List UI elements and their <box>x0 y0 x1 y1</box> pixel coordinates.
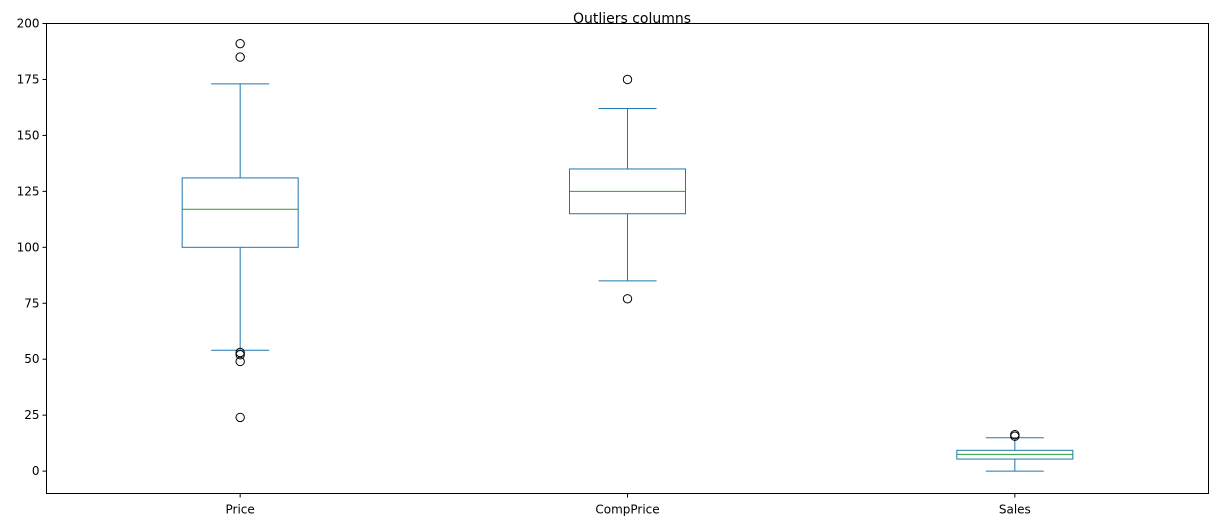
x-tick-label: Price <box>226 503 255 517</box>
iqr-box <box>181 177 299 248</box>
outlier-point <box>235 350 245 360</box>
y-tick-label: 150 <box>17 128 40 142</box>
outlier-point <box>235 38 245 49</box>
y-axis: 0 25 50 75 100 125 150 175 200 <box>17 17 47 478</box>
outlier-point <box>1010 431 1020 441</box>
y-tick-label: 50 <box>24 352 39 366</box>
y-tick-label: 125 <box>17 184 40 198</box>
outlier-point <box>235 347 245 358</box>
y-tick-label: 100 <box>17 240 40 254</box>
x-tick-label: Sales <box>999 503 1031 517</box>
x-axis: Price CompPrice Sales <box>226 493 1031 517</box>
x-tick-label: CompPrice <box>595 503 659 517</box>
y-tick-label: 175 <box>17 72 40 86</box>
box-compprice <box>569 74 686 304</box>
outlier-point <box>235 412 245 423</box>
chart-title: Outliers columns <box>573 11 691 27</box>
y-tick-label: 200 <box>17 17 40 31</box>
plot-frame <box>46 23 1209 494</box>
outlier-point <box>235 52 245 62</box>
plot-marks <box>181 38 1074 472</box>
box-price <box>181 38 299 423</box>
y-tick-label: 75 <box>24 296 39 310</box>
outlier-point <box>622 74 633 85</box>
outlier-point <box>235 356 245 367</box>
box-sales <box>956 429 1074 472</box>
y-tick-label: 25 <box>24 408 39 422</box>
y-tick-label: 0 <box>32 464 40 478</box>
outlier-point <box>622 294 633 304</box>
